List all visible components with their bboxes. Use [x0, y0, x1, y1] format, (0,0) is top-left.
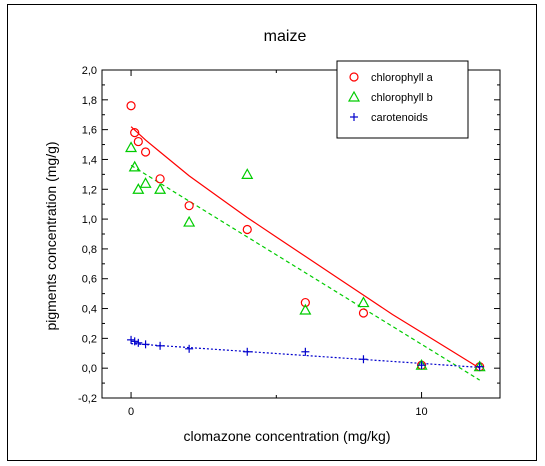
data-point-chlorophyll-a — [242, 224, 252, 235]
data-point-carotenoids — [130, 337, 139, 346]
data-point-carotenoids — [127, 335, 136, 344]
data-point-chlorophyll-b — [183, 215, 196, 227]
legend-label: chlorophyll b — [371, 92, 433, 104]
data-point-carotenoids — [185, 344, 194, 353]
data-point-carotenoids — [141, 340, 150, 349]
y-tick-label: 1,2 — [82, 184, 97, 196]
x-tick-label: 10 — [415, 406, 427, 418]
data-point-chlorophyll-b — [241, 168, 254, 179]
y-axis-label: pigments concentration (mg/g) — [43, 141, 59, 330]
y-tick-label: 1,6 — [82, 125, 97, 137]
data-point-chlorophyll-b — [299, 303, 312, 315]
data-point-chlorophyll-b — [357, 296, 370, 308]
y-tick-label: -0,2 — [78, 393, 97, 405]
y-tick-label: 0,2 — [82, 333, 97, 345]
data-point-carotenoids — [359, 355, 368, 364]
y-tick-label: 0,4 — [82, 304, 97, 316]
data-point-chlorophyll-b — [125, 141, 138, 153]
fit-line-chlorophyll-b — [130, 164, 481, 381]
data-point-carotenoids — [475, 362, 484, 371]
y-tick-label: 1,4 — [82, 154, 97, 166]
y-tick-label: 0,6 — [82, 274, 97, 286]
data-point-chlorophyll-b — [132, 183, 145, 194]
legend-label: carotenoids — [371, 112, 428, 124]
chart-frame — [7, 4, 537, 461]
legend-label: chlorophyll a — [371, 72, 434, 84]
x-axis-label: clomazone concentration (mg/kg) — [184, 428, 391, 444]
data-point-chlorophyll-a — [140, 147, 151, 157]
y-tick-label: 1,0 — [82, 214, 97, 226]
data-point-chlorophyll-a — [300, 297, 310, 308]
legend-marker — [350, 113, 358, 121]
y-tick-label: 0,0 — [82, 363, 97, 375]
y-tick-label: 1,8 — [82, 95, 97, 107]
data-point-chlorophyll-a — [133, 136, 143, 147]
y-tick-label: 2,0 — [82, 65, 97, 77]
data-point-chlorophyll-a — [184, 201, 194, 211]
legend-marker — [349, 72, 359, 82]
legend-marker — [347, 90, 361, 102]
data-point-carotenoids — [243, 347, 252, 356]
data-point-carotenoids — [156, 341, 165, 350]
data-point-carotenoids — [134, 338, 143, 347]
data-point-chlorophyll-a — [358, 308, 369, 318]
data-point-chlorophyll-a — [130, 128, 140, 138]
x-tick-label: 0 — [128, 406, 134, 418]
y-tick-label: 0,8 — [82, 244, 97, 256]
fit-line-chlorophyll-a — [130, 126, 481, 369]
data-point-chlorophyll-b — [154, 183, 167, 194]
chart-title: maize — [264, 28, 307, 45]
data-point-chlorophyll-a — [155, 174, 165, 184]
data-point-chlorophyll-b — [139, 177, 152, 188]
data-point-chlorophyll-a — [126, 101, 136, 111]
data-point-chlorophyll-b — [128, 160, 141, 172]
data-point-carotenoids — [417, 361, 426, 370]
data-point-carotenoids — [301, 347, 310, 356]
